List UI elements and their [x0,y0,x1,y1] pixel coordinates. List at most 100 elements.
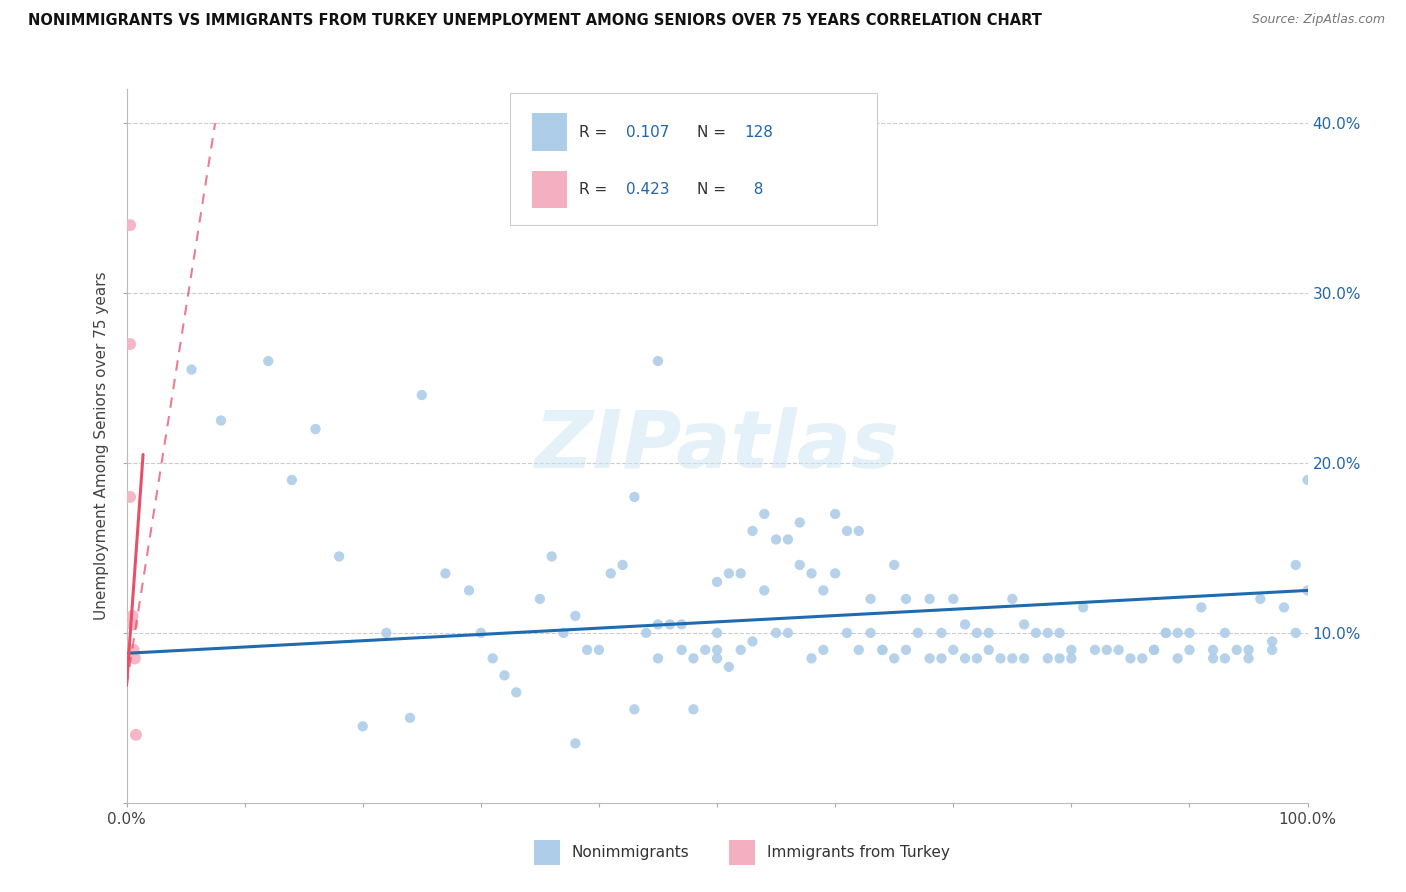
Point [120,218,142,232]
Point [375,626,398,640]
Point [647,617,669,632]
Point [658,617,681,632]
Point [776,533,799,547]
Text: 8: 8 [744,182,763,196]
Point [304,422,326,436]
Point [1213,626,1236,640]
Point [209,413,232,427]
Point [1296,473,1319,487]
Point [647,354,669,368]
Point [1130,651,1153,665]
Point [824,566,846,581]
Point [1119,651,1142,665]
Text: Nonimmigrants: Nonimmigrants [572,846,689,860]
Point [977,643,1000,657]
Point [931,626,953,640]
Point [612,558,634,572]
Point [918,651,941,665]
Point [942,591,965,606]
Point [120,490,142,504]
Point [835,524,858,538]
Point [859,591,882,606]
Point [122,643,145,657]
Point [907,626,929,640]
Point [872,643,894,657]
Point [1272,600,1295,615]
FancyBboxPatch shape [510,93,876,225]
Point [848,643,870,657]
Point [966,626,988,640]
Point [121,608,143,623]
Point [1143,643,1166,657]
Point [1108,643,1130,657]
Point [1012,617,1035,632]
Point [257,354,280,368]
Point [1154,626,1177,640]
Text: R =: R = [579,182,612,196]
Point [966,651,988,665]
Point [505,685,527,699]
Point [706,626,728,640]
Point [1095,643,1118,657]
Point [1296,583,1319,598]
Point [741,634,763,648]
Point [576,643,599,657]
Point [953,617,976,632]
Point [411,388,433,402]
Text: N =: N = [697,125,731,139]
Point [588,643,610,657]
Point [352,719,374,733]
Point [894,591,917,606]
Point [494,668,516,682]
Point [776,626,799,640]
Point [120,337,142,351]
Point [848,524,870,538]
Point [1226,643,1249,657]
Point [1049,651,1071,665]
Point [1143,643,1166,657]
Point [695,643,717,657]
Point [1202,651,1225,665]
Point [1001,651,1024,665]
Point [1084,643,1107,657]
Point [953,651,976,665]
Point [1154,626,1177,640]
Point [564,736,586,750]
Point [399,711,422,725]
Text: 128: 128 [744,125,773,139]
Point [859,626,882,640]
Point [1167,626,1189,640]
Point [1202,643,1225,657]
Bar [728,840,755,865]
Point [730,566,752,581]
Point [1237,643,1260,657]
Point [730,643,752,657]
Point [931,651,953,665]
Point [1285,626,1308,640]
Point [706,574,728,589]
Point [883,558,905,572]
Point [529,591,551,606]
Point [813,643,835,657]
Point [1189,600,1212,615]
Point [1213,651,1236,665]
Point [1178,643,1201,657]
Point [328,549,350,564]
Point [894,643,917,657]
Point [553,626,575,640]
Point [121,617,143,632]
Point [789,558,811,572]
Point [124,651,146,665]
Y-axis label: Unemployment Among Seniors over 75 years: Unemployment Among Seniors over 75 years [94,272,110,620]
Point [1036,651,1059,665]
Text: Source: ZipAtlas.com: Source: ZipAtlas.com [1251,13,1385,27]
Point [1249,591,1271,606]
Point [1237,651,1260,665]
Point [1001,591,1024,606]
Point [1012,651,1035,665]
Point [180,362,202,376]
Bar [531,113,567,151]
Point [125,728,148,742]
Bar [534,840,560,865]
Point [481,651,503,665]
